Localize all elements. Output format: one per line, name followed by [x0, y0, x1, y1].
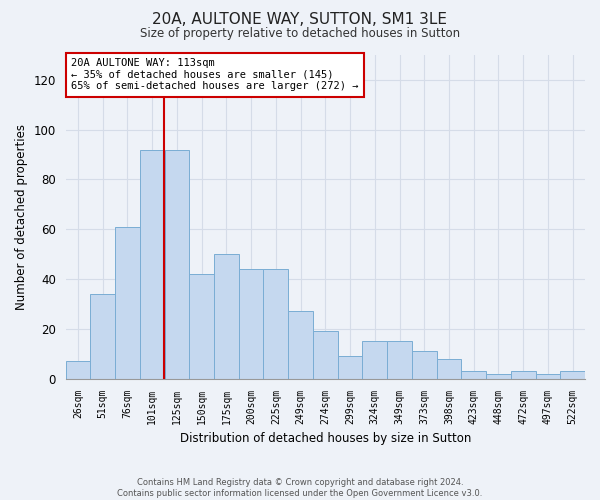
Bar [461, 371, 486, 378]
X-axis label: Distribution of detached houses by size in Sutton: Distribution of detached houses by size … [179, 432, 471, 445]
Bar [239, 269, 263, 378]
Bar [511, 371, 536, 378]
Y-axis label: Number of detached properties: Number of detached properties [15, 124, 28, 310]
Bar [387, 342, 412, 378]
Text: Size of property relative to detached houses in Sutton: Size of property relative to detached ho… [140, 28, 460, 40]
Text: 20A AULTONE WAY: 113sqm
← 35% of detached houses are smaller (145)
65% of semi-d: 20A AULTONE WAY: 113sqm ← 35% of detache… [71, 58, 358, 92]
Bar [140, 150, 164, 378]
Bar [338, 356, 362, 378]
Bar [437, 359, 461, 378]
Bar [536, 374, 560, 378]
Text: 20A, AULTONE WAY, SUTTON, SM1 3LE: 20A, AULTONE WAY, SUTTON, SM1 3LE [152, 12, 448, 28]
Bar [190, 274, 214, 378]
Bar [115, 227, 140, 378]
Bar [214, 254, 239, 378]
Bar [263, 269, 288, 378]
Bar [412, 352, 437, 378]
Bar [313, 332, 338, 378]
Bar [164, 150, 190, 378]
Bar [362, 342, 387, 378]
Bar [91, 294, 115, 378]
Bar [65, 362, 91, 378]
Bar [486, 374, 511, 378]
Bar [288, 312, 313, 378]
Text: Contains HM Land Registry data © Crown copyright and database right 2024.
Contai: Contains HM Land Registry data © Crown c… [118, 478, 482, 498]
Bar [560, 371, 585, 378]
